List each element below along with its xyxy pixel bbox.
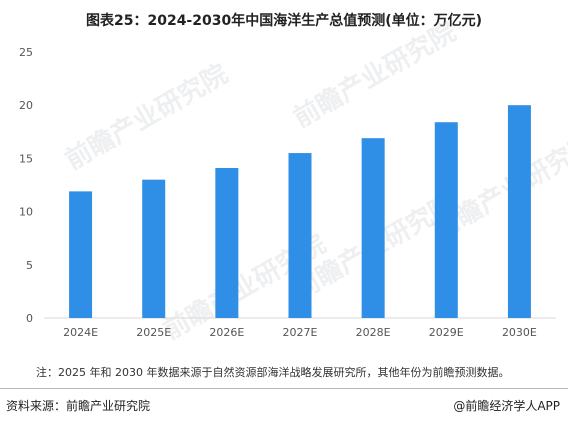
watermark-logo: 前瞻产业研究院 [60, 58, 233, 176]
y-tick-label: 25 [19, 46, 33, 59]
chart-title: 图表25：2024-2030年中国海洋生产总值预测(单位：万亿元) [85, 13, 483, 29]
bar [434, 122, 458, 318]
bar [215, 167, 239, 318]
y-tick-label: 15 [19, 152, 33, 165]
y-tick-label: 10 [19, 206, 33, 219]
watermark-layer: 前瞻产业研究院前瞻产业研究院前瞻产业研究院前瞻产业研究院前瞻产业研究院 [60, 16, 568, 346]
y-tick-label: 0 [26, 312, 33, 325]
credit-text: @前瞻经济学人APP [453, 399, 560, 413]
footnote: 注：2025 年和 2030 年数据来源于自然资源部海洋战略发展研究所，其他年份… [36, 366, 510, 379]
x-tick-label: 2028E [356, 326, 391, 339]
bar [288, 153, 312, 318]
y-tick-label: 20 [19, 99, 33, 112]
bars [69, 105, 531, 318]
x-tick-label: 2030E [502, 326, 537, 339]
divider [0, 388, 568, 389]
bar [507, 105, 531, 318]
bar [361, 138, 385, 318]
bar [142, 179, 166, 318]
x-tick-label: 2026E [209, 326, 244, 339]
bar [69, 191, 93, 318]
x-tick-label: 2024E [63, 326, 98, 339]
y-tick-label: 5 [26, 259, 33, 272]
x-tick-label: 2025E [136, 326, 171, 339]
x-tick-label: 2029E [429, 326, 464, 339]
watermark-logo: 前瞻产业研究院 [288, 16, 461, 134]
source-text: 资料来源：前瞻产业研究院 [6, 399, 151, 413]
x-tick-label: 2027E [283, 326, 318, 339]
